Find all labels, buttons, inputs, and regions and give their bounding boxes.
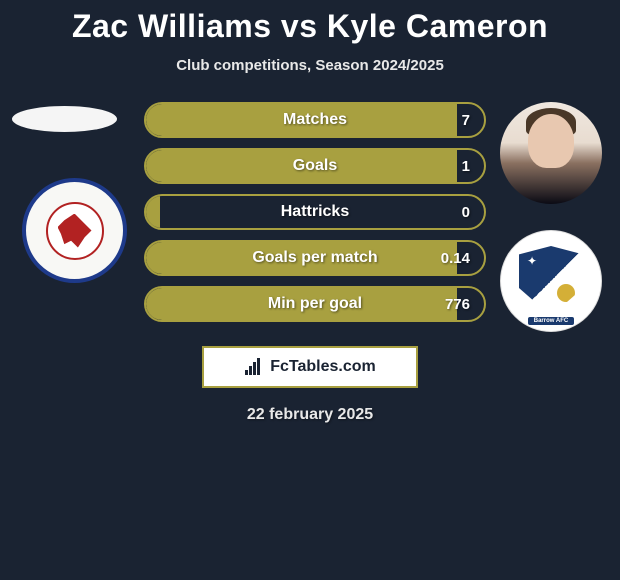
stat-label: Goals [146,157,484,175]
right-column: ✦ Barrow AFC [494,102,612,332]
content-row: Matches 7 Goals 1 Hattricks 0 Goals per … [0,102,620,332]
club-logo-left-inner [46,202,104,260]
shield-star-icon: ✦ [527,254,537,268]
stat-value: 7 [462,112,470,129]
stat-bar-hattricks: Hattricks 0 [144,194,486,230]
date-text: 22 february 2025 [0,406,620,424]
subtitle: Club competitions, Season 2024/2025 [0,57,620,74]
shield-detail-icon [557,284,575,302]
club-logo-right: ✦ Barrow AFC [500,230,602,332]
stat-value: 1 [462,158,470,175]
club-emblem-icon [58,214,92,248]
club-shield-icon: ✦ [519,246,583,316]
player-right-photo [500,102,602,204]
stat-value: 776 [445,296,470,313]
stat-label: Min per goal [146,295,484,313]
footer-brand-box: FcTables.com [202,346,418,388]
stat-value: 0.14 [441,250,470,267]
stat-label: Goals per match [146,249,484,267]
club-logo-left [22,178,127,283]
club-banner: Barrow AFC [528,317,574,325]
player-head-icon [528,114,574,168]
page-title: Zac Williams vs Kyle Cameron [0,8,620,45]
stat-label: Hattricks [146,203,484,221]
comparison-card: Zac Williams vs Kyle Cameron Club compet… [0,0,620,424]
stat-bar-goals: Goals 1 [144,148,486,184]
stat-bar-goals-per-match: Goals per match 0.14 [144,240,486,276]
footer-brand-text: FcTables.com [270,358,376,376]
stat-bar-min-per-goal: Min per goal 776 [144,286,486,322]
stats-column: Matches 7 Goals 1 Hattricks 0 Goals per … [136,102,494,332]
left-column [8,102,136,283]
stat-bar-matches: Matches 7 [144,102,486,138]
chart-bars-icon [244,358,264,376]
stat-value: 0 [462,204,470,221]
stat-label: Matches [146,111,484,129]
player-left-placeholder [12,106,117,132]
